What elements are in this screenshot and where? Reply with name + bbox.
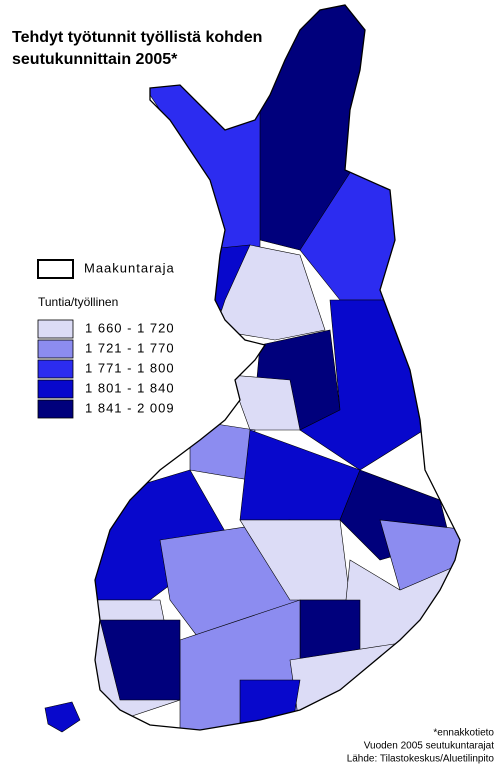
note: Lähde: Tilastokeskus/Aluetilinpito (347, 754, 495, 765)
region (44, 701, 81, 733)
note: *ennakkotieto (433, 728, 494, 739)
legend: 1 660 - 1 720 1 721 - 1 770 1 771 - 1 800 1… (37, 319, 175, 419)
boundary-swatch (37, 259, 74, 279)
legend-label: 1 660 - 1 720 (85, 320, 175, 335)
note: Vuoden 2005 seutukuntarajat (364, 741, 495, 752)
legend-label: 1 801 - 1 840 (85, 380, 175, 395)
legend-title: Tuntia/työllinen (38, 295, 118, 309)
legend-swatch (37, 319, 74, 339)
legend-swatch (37, 339, 74, 359)
legend-swatch (37, 359, 74, 379)
region (214, 244, 326, 341)
legend-swatch (37, 379, 74, 399)
boundary-label: Maakuntaraja (84, 260, 175, 275)
region (99, 619, 181, 701)
title-line: seutukunnittain 2005* (12, 51, 178, 68)
region (229, 374, 301, 431)
legend-label: 1 841 - 2 009 (85, 400, 175, 415)
legend-swatch (37, 399, 74, 419)
title-line: Tehdyt työtunnit työllistä kohden (12, 29, 262, 46)
legend-label: 1 721 - 1 770 (85, 340, 175, 355)
region (239, 679, 301, 730)
legend-label: 1 771 - 1 800 (85, 360, 175, 375)
